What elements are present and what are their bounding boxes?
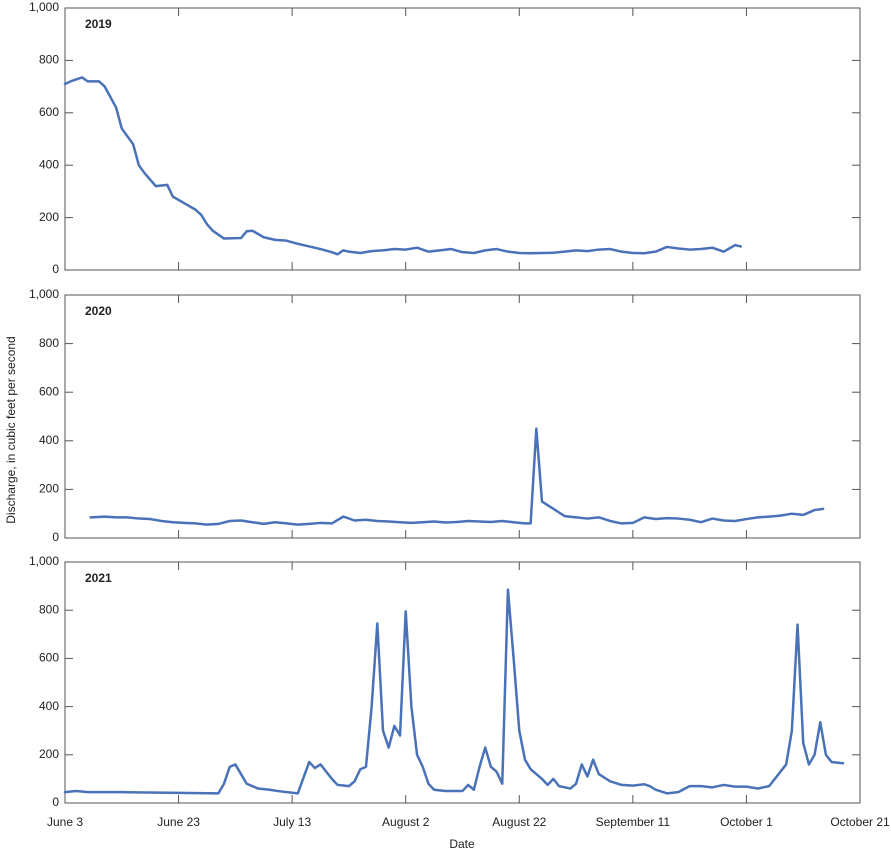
y-tick-label: 0	[52, 795, 59, 809]
data-line	[63, 588, 845, 795]
y-tick-label: 600	[39, 384, 59, 398]
y-tick-label: 400	[39, 157, 59, 171]
y-tick-label: 1,000	[29, 287, 59, 301]
y-axis-label: Discharge, in cubic feet per second	[4, 336, 18, 523]
y-tick-label: 600	[39, 105, 59, 119]
x-tick-label: June 23	[157, 815, 200, 829]
y-tick-label: 800	[39, 336, 59, 350]
panel-frame	[64, 561, 861, 804]
y-tick-label: 200	[39, 482, 59, 496]
y-tick-label: 800	[39, 602, 59, 616]
panel-title: 2020	[85, 304, 112, 318]
y-tick-label: 400	[39, 433, 59, 447]
y-tick-label: 1,000	[29, 554, 59, 568]
panel-title: 2019	[85, 17, 112, 31]
panel-title: 2021	[85, 571, 112, 585]
y-tick-label: 1,000	[29, 0, 59, 14]
x-tick-label: October 21	[830, 815, 890, 829]
x-tick-label: September 11	[596, 815, 671, 829]
x-tick-label: July 13	[273, 815, 311, 829]
data-line	[63, 76, 742, 256]
data-line	[89, 427, 825, 526]
y-tick-label: 800	[39, 53, 59, 67]
y-tick-label: 0	[52, 530, 59, 544]
y-tick-label: 400	[39, 699, 59, 713]
x-tick-label: October 1	[720, 815, 773, 829]
y-tick-label: 0	[52, 262, 59, 276]
panel-frame	[64, 294, 861, 539]
y-tick-label: 200	[39, 747, 59, 761]
y-tick-label: 200	[39, 210, 59, 224]
panel-frame	[64, 7, 861, 271]
y-tick-label: 600	[39, 651, 59, 665]
x-axis-label: Date	[449, 837, 475, 851]
x-tick-label: August 22	[492, 815, 546, 829]
x-tick-label: June 3	[47, 815, 83, 829]
x-tick-label: August 2	[382, 815, 430, 829]
